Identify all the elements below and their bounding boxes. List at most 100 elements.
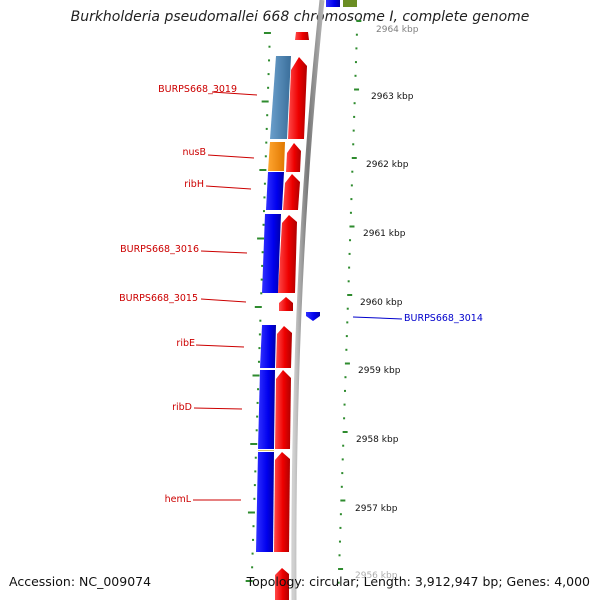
scale-tick <box>343 417 346 420</box>
scale-tick <box>253 484 256 487</box>
scale-tick <box>251 566 254 569</box>
gene-label-burps668-3019[interactable]: BURPS668_3019 <box>158 84 237 95</box>
scale-tick <box>268 45 271 48</box>
scale-tick <box>254 470 257 473</box>
scale-tick <box>267 86 270 89</box>
scale-tick <box>262 223 265 226</box>
scale-tick <box>354 74 357 77</box>
scale-tick <box>250 443 258 445</box>
scale-tick <box>350 184 353 187</box>
scale-tick <box>347 280 350 283</box>
scale-tick <box>261 264 264 267</box>
feature-forward-arrow[interactable] <box>275 370 291 449</box>
feature-forward-arrow[interactable] <box>295 32 309 40</box>
scale-tick <box>345 335 348 338</box>
scale-tick <box>350 198 353 201</box>
feature-ribe-block[interactable] <box>260 325 276 368</box>
scale-label-2964: 2964 kbp <box>376 25 419 35</box>
scale-tick <box>265 127 268 130</box>
scale-tick <box>339 526 342 529</box>
scale-tick <box>351 157 357 159</box>
feature-forward-arrow[interactable] <box>278 215 297 293</box>
scale-tick <box>338 568 344 570</box>
scale-label-2958: 2958 kbp <box>356 435 399 445</box>
feature-forward-arrow[interactable] <box>286 143 301 172</box>
scale-tick <box>349 211 352 214</box>
gene-label-burps668-3014[interactable]: BURPS668_3014 <box>404 313 483 324</box>
feature-forward-arrow[interactable] <box>274 452 290 552</box>
feature-ribd-block[interactable] <box>258 370 275 449</box>
scale-tick <box>344 389 347 392</box>
scale-tick <box>353 102 356 105</box>
scale-tick <box>348 266 351 269</box>
scale-tick <box>346 307 349 310</box>
scale-tick <box>337 581 340 584</box>
feature-nusb-block[interactable] <box>268 142 285 171</box>
scale-tick <box>261 100 269 103</box>
scale-tick <box>254 306 262 308</box>
scale-tick <box>352 129 355 132</box>
scale-tick <box>258 333 261 336</box>
scale-tick <box>267 73 270 76</box>
scale-ticks <box>245 20 362 584</box>
scale-tick <box>260 278 263 281</box>
scale-tick <box>257 237 265 240</box>
scale-tick <box>252 538 255 541</box>
scale-tick <box>348 252 351 255</box>
scale-labels: 2964 kbp 2963 kbp 2962 kbp 2961 kbp 2960… <box>355 25 419 581</box>
feature-forward-arrow[interactable] <box>276 326 292 368</box>
topology-text: Topology: circular; Length: 3,912,947 bp… <box>246 574 590 589</box>
scale-tick <box>354 88 360 91</box>
gene-label-ribd[interactable]: ribD <box>172 402 192 413</box>
scale-tick <box>342 444 345 447</box>
map-title: Burkholderia pseudomallei 668 chromosome… <box>70 9 530 25</box>
scale-tick <box>347 294 353 296</box>
scale-label-2961: 2961 kbp <box>363 229 406 239</box>
feature-outer-green[interactable] <box>343 0 357 7</box>
scale-tick <box>256 401 259 404</box>
scale-tick <box>346 321 349 324</box>
accession-text: Accession: NC_009074 <box>9 574 152 589</box>
scale-tick <box>353 115 356 118</box>
scale-label-2963: 2963 kbp <box>371 92 414 102</box>
gene-label-burps668-3016[interactable]: BURPS668_3016 <box>120 244 199 255</box>
scale-tick <box>344 362 350 365</box>
scale-tick <box>255 429 258 432</box>
scale-label-2956: 2956 kbp <box>355 571 398 581</box>
scale-tick <box>264 155 267 158</box>
gene-label-leaders <box>193 91 403 501</box>
gene-label-nusb[interactable]: nusB <box>182 147 206 158</box>
feature-forward-arrow[interactable] <box>275 568 289 600</box>
feature-outer-blue[interactable] <box>326 0 340 7</box>
scale-tick <box>340 485 343 488</box>
scale-tick <box>247 511 255 514</box>
scale-tick <box>344 376 347 379</box>
scale-label-2957: 2957 kbp <box>355 504 398 514</box>
feature-ribh-block[interactable] <box>266 172 284 210</box>
feature-forward-arrow[interactable] <box>288 57 307 139</box>
scale-tick <box>245 580 253 582</box>
scale-tick <box>343 403 346 406</box>
feature-forward-arrow[interactable] <box>283 174 300 210</box>
scale-tick <box>342 431 348 433</box>
feature-forward-arrow-burps668-3015[interactable] <box>279 297 293 311</box>
gene-label-ribh[interactable]: ribH <box>184 179 204 190</box>
gene-label-ribe[interactable]: ribE <box>176 338 195 349</box>
scale-tick <box>268 59 271 62</box>
scale-tick <box>356 20 362 22</box>
gene-labels: BURPS668_3019 nusB ribH BURPS668_3016 BU… <box>119 84 237 505</box>
scale-tick <box>354 61 357 64</box>
gene-label-heml[interactable]: hemL <box>165 494 192 505</box>
forward-strand-features <box>274 32 309 600</box>
feature-burps668-3014[interactable] <box>306 312 320 321</box>
scale-tick <box>253 497 256 500</box>
feature-heml-block[interactable] <box>256 452 274 552</box>
scale-label-2962: 2962 kbp <box>366 160 409 170</box>
scale-tick <box>338 554 341 557</box>
gene-label-burps668-3015[interactable]: BURPS668_3015 <box>119 293 198 304</box>
scale-tick <box>349 225 355 228</box>
feature-burps668-3016-block[interactable] <box>262 214 281 293</box>
feature-burps668-3019-block[interactable] <box>270 56 291 139</box>
scale-tick <box>256 415 259 418</box>
